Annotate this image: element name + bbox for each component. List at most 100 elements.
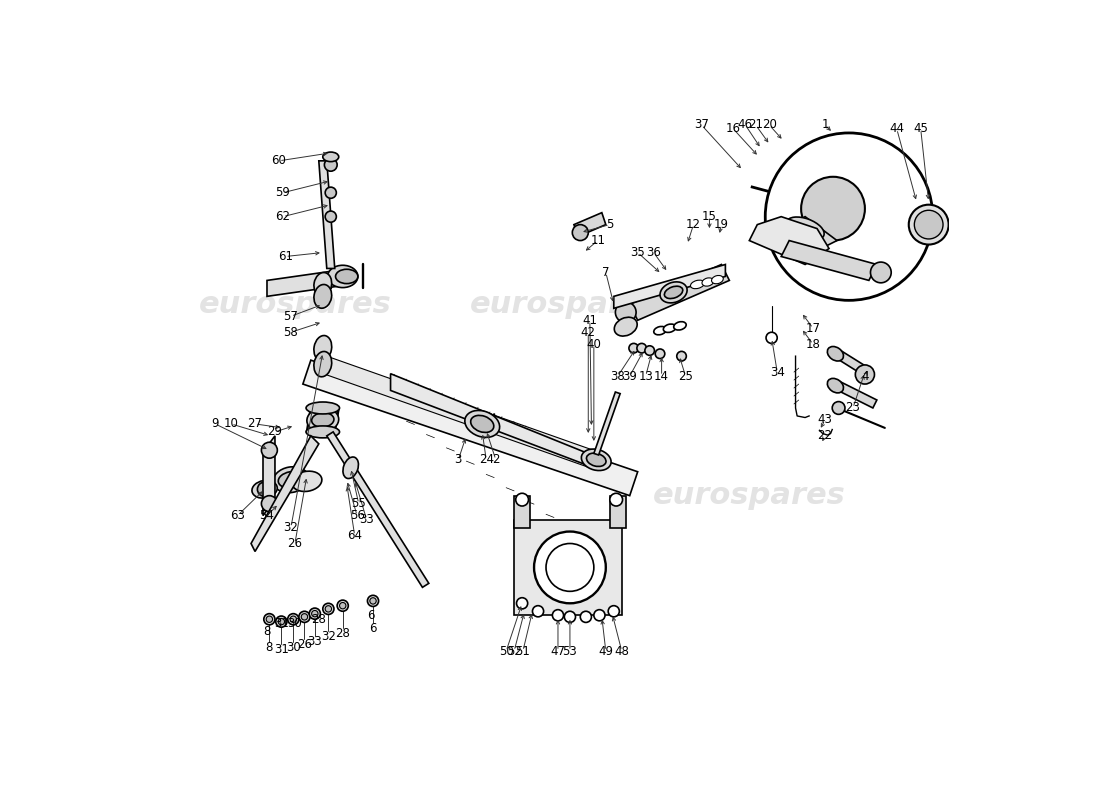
Polygon shape — [629, 265, 729, 320]
Circle shape — [564, 611, 575, 622]
Ellipse shape — [827, 378, 844, 393]
Text: 11: 11 — [591, 234, 605, 247]
Ellipse shape — [673, 322, 686, 330]
Text: 9: 9 — [211, 418, 219, 430]
Text: 18: 18 — [805, 338, 821, 350]
Text: 21: 21 — [748, 118, 763, 131]
Text: 31: 31 — [274, 617, 289, 630]
Ellipse shape — [306, 426, 340, 438]
Text: 30: 30 — [286, 641, 300, 654]
Polygon shape — [781, 241, 877, 281]
Circle shape — [594, 610, 605, 621]
Polygon shape — [614, 265, 725, 308]
Text: 34: 34 — [770, 366, 784, 378]
Text: 4: 4 — [861, 370, 869, 382]
Text: eurospares: eurospares — [653, 481, 846, 510]
Text: eurospares: eurospares — [470, 290, 662, 319]
Ellipse shape — [660, 282, 688, 303]
Circle shape — [288, 614, 299, 625]
Circle shape — [340, 602, 345, 609]
Circle shape — [535, 531, 606, 603]
Circle shape — [516, 494, 528, 506]
Circle shape — [301, 614, 308, 620]
Text: 48: 48 — [614, 645, 629, 658]
Text: 26: 26 — [287, 537, 303, 550]
Text: 39: 39 — [623, 370, 637, 382]
Text: 3: 3 — [454, 454, 462, 466]
Ellipse shape — [328, 266, 358, 287]
Text: 28: 28 — [336, 627, 350, 640]
Circle shape — [262, 442, 277, 458]
Circle shape — [290, 616, 297, 622]
Polygon shape — [327, 432, 429, 587]
Ellipse shape — [586, 453, 606, 466]
Ellipse shape — [691, 280, 704, 289]
Text: 50: 50 — [498, 645, 514, 658]
Ellipse shape — [322, 152, 339, 162]
Ellipse shape — [712, 275, 724, 284]
Circle shape — [676, 351, 686, 361]
Text: 32: 32 — [284, 521, 298, 534]
Circle shape — [645, 346, 654, 355]
Text: 51: 51 — [516, 645, 530, 658]
Text: 6: 6 — [367, 609, 374, 622]
Circle shape — [609, 494, 623, 506]
Text: 47: 47 — [550, 645, 565, 658]
Text: 53: 53 — [562, 645, 578, 658]
Text: 15: 15 — [702, 210, 717, 223]
Text: 19: 19 — [714, 218, 729, 231]
Polygon shape — [833, 348, 869, 376]
Circle shape — [367, 595, 378, 606]
Ellipse shape — [252, 480, 277, 498]
Circle shape — [615, 302, 636, 322]
Text: 28: 28 — [311, 613, 327, 626]
Circle shape — [766, 133, 933, 300]
Text: 6: 6 — [370, 622, 377, 635]
Text: 44: 44 — [889, 122, 904, 135]
Circle shape — [870, 262, 891, 283]
Circle shape — [656, 349, 664, 358]
Circle shape — [856, 365, 875, 384]
Text: 59: 59 — [275, 186, 290, 199]
Circle shape — [324, 158, 337, 171]
Ellipse shape — [314, 273, 332, 296]
Circle shape — [326, 211, 337, 222]
Ellipse shape — [582, 449, 612, 470]
Ellipse shape — [311, 413, 334, 427]
Text: 16: 16 — [726, 122, 741, 135]
Circle shape — [914, 210, 943, 239]
Ellipse shape — [314, 351, 332, 377]
Ellipse shape — [614, 318, 637, 336]
Circle shape — [801, 177, 865, 241]
Circle shape — [517, 598, 528, 609]
Ellipse shape — [273, 466, 309, 493]
Text: 58: 58 — [284, 326, 298, 338]
Polygon shape — [514, 519, 622, 615]
Text: 40: 40 — [586, 338, 602, 350]
Circle shape — [766, 332, 778, 343]
Text: 8: 8 — [263, 625, 271, 638]
Text: eurospares: eurospares — [198, 290, 392, 319]
Circle shape — [262, 496, 277, 512]
Ellipse shape — [465, 410, 499, 438]
Text: 27: 27 — [248, 418, 263, 430]
Text: 7: 7 — [602, 266, 609, 279]
Text: 33: 33 — [360, 513, 374, 526]
Polygon shape — [789, 217, 837, 249]
Ellipse shape — [786, 217, 824, 240]
Ellipse shape — [664, 286, 683, 298]
Circle shape — [637, 343, 647, 353]
Text: 30: 30 — [287, 617, 303, 630]
Circle shape — [326, 187, 337, 198]
Text: 25: 25 — [678, 370, 693, 382]
Polygon shape — [251, 436, 319, 551]
Circle shape — [326, 606, 331, 612]
Text: 41: 41 — [582, 314, 597, 326]
Circle shape — [337, 600, 349, 611]
Text: 10: 10 — [223, 418, 239, 430]
Text: 61: 61 — [278, 250, 293, 263]
Text: 57: 57 — [284, 310, 298, 322]
Ellipse shape — [702, 278, 714, 286]
Circle shape — [608, 606, 619, 617]
Polygon shape — [263, 436, 275, 515]
